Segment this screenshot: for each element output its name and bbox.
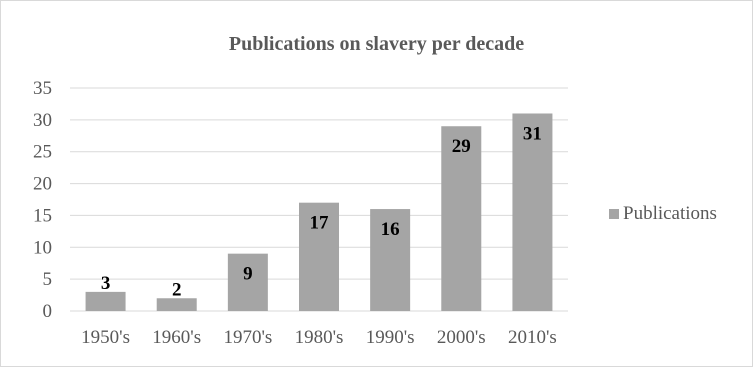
y-tick-label: 25	[33, 142, 52, 163]
legend-swatch	[609, 209, 619, 219]
y-tick-label: 35	[33, 78, 52, 99]
chart-title: Publications on slavery per decade	[228, 33, 525, 55]
data-label: 2	[172, 279, 182, 300]
x-tick-label: 1960's	[152, 327, 201, 348]
bar	[370, 209, 411, 311]
data-label: 31	[523, 123, 542, 144]
bar	[441, 126, 482, 311]
data-label: 9	[243, 264, 253, 285]
data-label: 3	[101, 273, 111, 294]
data-label: 29	[452, 136, 471, 157]
bar	[299, 202, 339, 311]
legend-label: Publications	[623, 203, 717, 224]
x-tick-label: 1990's	[366, 327, 415, 348]
x-tick-label: 1970's	[223, 327, 272, 348]
y-tick-label: 5	[43, 269, 53, 290]
bar	[156, 298, 197, 311]
data-label: 17	[310, 213, 330, 234]
bar	[512, 113, 553, 311]
bar	[85, 291, 126, 311]
y-tick-label: 30	[33, 110, 52, 131]
x-tick-label: 2010's	[508, 327, 557, 348]
y-tick-label: 10	[33, 237, 52, 258]
x-tick-label: 1980's	[295, 327, 344, 348]
data-label: 16	[381, 219, 400, 240]
x-tick-label: 2000's	[437, 327, 486, 348]
legend: Publications	[609, 203, 717, 225]
y-tick-label: 20	[33, 174, 52, 195]
x-tick-label: 1950's	[81, 327, 130, 348]
y-tick-label: 15	[33, 205, 52, 226]
bar	[227, 253, 268, 311]
y-tick-label: 0	[43, 301, 53, 322]
